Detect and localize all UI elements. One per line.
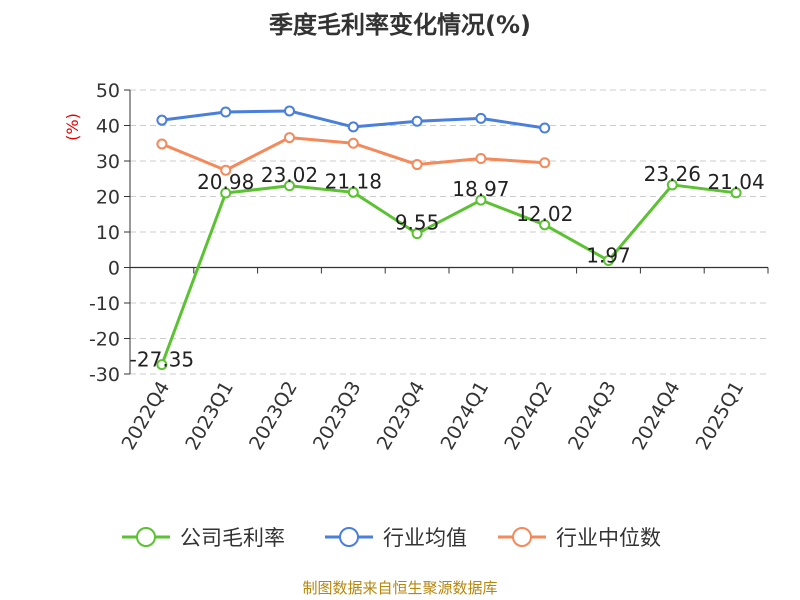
y-tick-label: 0: [108, 258, 120, 280]
y-tick-label: 10: [96, 222, 120, 244]
y-tick-label: 40: [96, 116, 120, 138]
data-point[interactable]: [666, 179, 678, 191]
x-tick-label: 2024Q4: [628, 378, 685, 454]
legend-item[interactable]: 行业中位数: [498, 526, 661, 550]
data-point[interactable]: [284, 132, 295, 144]
y-tick-label: 30: [96, 151, 120, 173]
data-point[interactable]: [475, 153, 487, 165]
grid: [130, 89, 768, 375]
x-tick-label: 2024Q2: [500, 378, 557, 454]
series-line: [160, 183, 737, 366]
data-point[interactable]: [539, 157, 551, 169]
data-point[interactable]: [539, 219, 551, 231]
y-tick-label: -20: [89, 329, 120, 351]
legend-label: 行业中位数: [556, 526, 661, 550]
data-label: 23.02: [261, 163, 318, 187]
legend-label: 行业均值: [383, 526, 467, 550]
data-labels: -27.35 20.98 23.02 21.18 9.55 18.97 12.02 1.97 2…: [130, 162, 765, 372]
series-layer: [156, 105, 742, 371]
legend-swatch-marker: [512, 527, 532, 547]
y-tick-label: -30: [89, 364, 120, 386]
data-point[interactable]: [347, 186, 359, 198]
data-point[interactable]: [156, 114, 168, 126]
x-tick-label: 2022Q4: [117, 378, 174, 454]
y-axis-unit: (%): [63, 113, 82, 141]
data-label: 12.02: [516, 202, 573, 226]
data-point[interactable]: [730, 187, 742, 199]
x-tick-label: 2025Q1: [692, 378, 749, 454]
data-point[interactable]: [220, 106, 232, 118]
data-point[interactable]: [284, 105, 295, 117]
data-point[interactable]: [539, 122, 551, 134]
x-tick-label: 2024Q3: [564, 378, 621, 454]
data-label: 21.04: [707, 170, 764, 194]
x-tick-label: 2023Q3: [309, 378, 366, 454]
data-point[interactable]: [284, 180, 295, 192]
legend-label: 公司毛利率: [180, 526, 285, 550]
data-point[interactable]: [347, 137, 359, 149]
y-tick-label: -10: [89, 293, 120, 315]
chart-title: 季度毛利率变化情况(%): [269, 11, 531, 39]
data-label: 20.98: [197, 170, 254, 194]
data-label: 18.97: [452, 177, 509, 201]
data-label: 1.97: [586, 244, 631, 268]
data-point[interactable]: [156, 359, 168, 371]
x-tick-label: 2023Q4: [373, 378, 430, 454]
y-tick-label: 50: [96, 80, 120, 102]
data-point[interactable]: [475, 112, 487, 124]
x-tick-label: 2024Q1: [436, 378, 493, 454]
data-label: 21.18: [325, 169, 382, 193]
data-point[interactable]: [411, 115, 423, 127]
data-point[interactable]: [347, 121, 359, 133]
legend-item[interactable]: 公司毛利率: [122, 526, 285, 550]
legend: 公司毛利率 行业均值 行业中位数: [122, 526, 661, 550]
legend-swatch-marker: [136, 527, 156, 547]
data-point[interactable]: [475, 194, 487, 206]
y-tick-label: 20: [96, 187, 120, 209]
legend-item[interactable]: 行业均值: [325, 526, 467, 550]
data-point[interactable]: [603, 255, 614, 267]
legend-swatch-marker: [339, 527, 359, 547]
source-note: 制图数据来自恒生聚源数据库: [302, 579, 497, 597]
x-tick-label: 2023Q2: [245, 378, 302, 454]
data-label: 23.26: [644, 162, 701, 186]
data-label: 9.55: [395, 211, 440, 235]
data-point[interactable]: [411, 159, 423, 171]
data-point[interactable]: [220, 187, 232, 199]
data-point[interactable]: [220, 164, 232, 176]
data-label: -27.35: [130, 348, 194, 372]
data-point[interactable]: [156, 138, 168, 150]
x-tick-label: 2023Q1: [181, 378, 238, 454]
data-point[interactable]: [411, 228, 423, 240]
